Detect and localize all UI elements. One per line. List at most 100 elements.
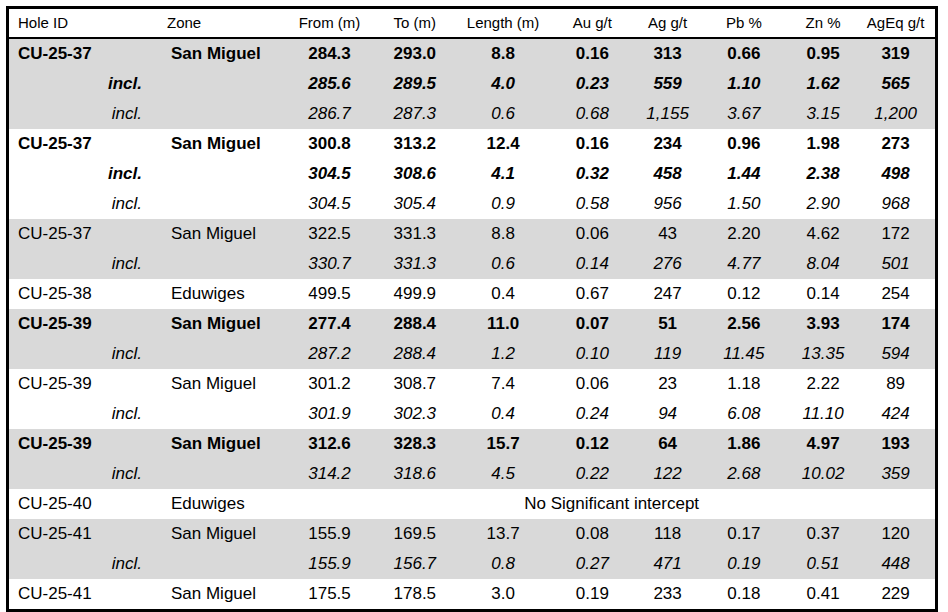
table-row: CU-25-37San Miguel300.8313.212.40.162340… <box>8 129 937 159</box>
value-cell: 0.19 <box>547 579 637 611</box>
value-cell: 288.4 <box>371 309 459 339</box>
value-cell: 499.5 <box>288 279 370 309</box>
value-cell: 0.96 <box>698 129 790 159</box>
value-cell: 0.27 <box>547 549 637 579</box>
value-cell: 3.15 <box>790 99 856 129</box>
value-cell: 0.68 <box>547 99 637 129</box>
value-cell: 0.12 <box>698 279 790 309</box>
value-cell: 1.44 <box>698 159 790 189</box>
value-cell: 1,200 <box>856 99 936 129</box>
value-cell: 94 <box>638 399 698 429</box>
zone-cell <box>158 339 288 369</box>
value-cell: 300.8 <box>288 129 370 159</box>
value-cell: 43 <box>638 219 698 249</box>
table-body: CU-25-37San Miguel284.3293.08.80.163130.… <box>8 38 937 611</box>
value-cell: 4.62 <box>790 219 856 249</box>
value-cell: 11.10 <box>790 399 856 429</box>
value-cell: 0.18 <box>698 579 790 611</box>
zone-cell <box>158 399 288 429</box>
column-header-au-g-t: Au g/t <box>547 8 637 39</box>
table-row: incl.287.2288.41.20.1011911.4513.35594 <box>8 339 937 369</box>
table-row: incl.304.5305.40.90.589561.502.90968 <box>8 189 937 219</box>
hole-id-cell: CU-25-39 <box>8 369 158 399</box>
value-cell: 119 <box>638 339 698 369</box>
value-cell: 0.8 <box>459 549 547 579</box>
value-cell: 0.19 <box>698 549 790 579</box>
hole-id-cell: CU-25-38 <box>8 279 158 309</box>
value-cell: 4.77 <box>698 249 790 279</box>
value-cell: 305.4 <box>371 189 459 219</box>
value-cell: 0.4 <box>459 399 547 429</box>
zone-cell <box>158 189 288 219</box>
zone-cell: Eduwiges <box>158 489 288 519</box>
value-cell: 314.2 <box>288 459 370 489</box>
value-cell: 0.16 <box>547 129 637 159</box>
zone-cell: San Miguel <box>158 429 288 459</box>
value-cell: 8.04 <box>790 249 856 279</box>
value-cell: 1,155 <box>638 99 698 129</box>
value-cell: 120 <box>856 519 936 549</box>
value-cell: 254 <box>856 279 936 309</box>
value-cell: 471 <box>638 549 698 579</box>
value-cell: 3.67 <box>698 99 790 129</box>
value-cell: 331.3 <box>371 249 459 279</box>
value-cell: 273 <box>856 129 936 159</box>
value-cell: 301.9 <box>288 399 370 429</box>
hole-id-cell: incl. <box>8 159 158 189</box>
value-cell: 286.7 <box>288 99 370 129</box>
value-cell: 968 <box>856 189 936 219</box>
hole-id-cell: incl. <box>8 69 158 99</box>
value-cell: 155.9 <box>288 519 370 549</box>
hole-id-cell: CU-25-41 <box>8 579 158 611</box>
value-cell: 6.08 <box>698 399 790 429</box>
value-cell: 13.7 <box>459 519 547 549</box>
zone-cell: San Miguel <box>158 309 288 339</box>
value-cell: 155.9 <box>288 549 370 579</box>
value-cell: 4.5 <box>459 459 547 489</box>
value-cell: 2.68 <box>698 459 790 489</box>
value-cell: 0.95 <box>790 38 856 69</box>
table-row: CU-25-38Eduwiges499.5499.90.40.672470.12… <box>8 279 937 309</box>
value-cell: 156.7 <box>371 549 459 579</box>
value-cell: 1.10 <box>698 69 790 99</box>
table-row: incl.155.9156.70.80.274710.190.51448 <box>8 549 937 579</box>
hole-id-cell: CU-25-41 <box>8 519 158 549</box>
table-row: CU-25-37San Miguel284.3293.08.80.163130.… <box>8 38 937 69</box>
value-cell: 15.7 <box>459 429 547 459</box>
value-cell: 293.0 <box>371 38 459 69</box>
value-cell: 3.0 <box>459 579 547 611</box>
column-header-hole-id: Hole ID <box>8 8 158 39</box>
column-header-zone: Zone <box>158 8 288 39</box>
hole-id-cell: CU-25-39 <box>8 429 158 459</box>
value-cell: 0.4 <box>459 279 547 309</box>
value-cell: 565 <box>856 69 936 99</box>
value-cell: 313.2 <box>371 129 459 159</box>
value-cell: 312.6 <box>288 429 370 459</box>
table-row: CU-25-39San Miguel301.2308.77.40.06231.1… <box>8 369 937 399</box>
value-cell: 308.7 <box>371 369 459 399</box>
value-cell: 0.51 <box>790 549 856 579</box>
value-cell: 330.7 <box>288 249 370 279</box>
value-cell: 118 <box>638 519 698 549</box>
zone-cell: San Miguel <box>158 519 288 549</box>
value-cell: 458 <box>638 159 698 189</box>
hole-id-cell: incl. <box>8 339 158 369</box>
value-cell: 2.56 <box>698 309 790 339</box>
value-cell: 285.6 <box>288 69 370 99</box>
value-cell: 287.3 <box>371 99 459 129</box>
hole-id-cell: CU-25-37 <box>8 129 158 159</box>
value-cell: 1.18 <box>698 369 790 399</box>
value-cell: 331.3 <box>371 219 459 249</box>
table-row: incl.285.6289.54.00.235591.101.62565 <box>8 69 937 99</box>
table-row: incl.304.5308.64.10.324581.442.38498 <box>8 159 937 189</box>
value-cell: 8.8 <box>459 38 547 69</box>
value-cell: 0.17 <box>698 519 790 549</box>
table-row: incl.314.2318.64.50.221222.6810.02359 <box>8 459 937 489</box>
hole-id-cell: CU-25-37 <box>8 219 158 249</box>
value-cell: 313 <box>638 38 698 69</box>
value-cell: 424 <box>856 399 936 429</box>
zone-cell: San Miguel <box>158 579 288 611</box>
value-cell: 233 <box>638 579 698 611</box>
value-cell: 288.4 <box>371 339 459 369</box>
value-cell: 8.8 <box>459 219 547 249</box>
